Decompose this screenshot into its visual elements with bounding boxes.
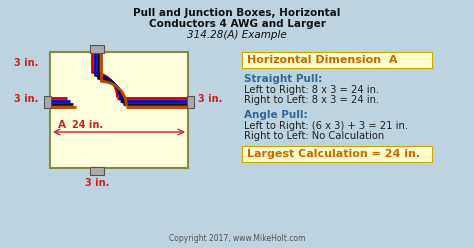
Text: Straight Pull:: Straight Pull: [244, 74, 322, 84]
Bar [44, 96, 51, 108]
Bar [90, 167, 104, 175]
Text: Left to Right: (6 x 3) + 3 = 21 in.: Left to Right: (6 x 3) + 3 = 21 in. [244, 121, 408, 131]
Text: Largest Calculation = 24 in.: Largest Calculation = 24 in. [247, 149, 420, 159]
Text: Left to Right: 8 x 3 = 24 in.: Left to Right: 8 x 3 = 24 in. [244, 85, 379, 95]
Text: 3 in.: 3 in. [14, 58, 38, 68]
Text: 24 in.: 24 in. [72, 120, 103, 130]
Text: 3 in.: 3 in. [85, 178, 109, 188]
Text: Copyright 2017, www.MikeHolt.com: Copyright 2017, www.MikeHolt.com [169, 234, 305, 243]
Text: 314.28(A) Example: 314.28(A) Example [187, 30, 287, 40]
Text: Right to Left: No Calculation: Right to Left: No Calculation [244, 131, 384, 141]
Text: Conductors 4 AWG and Larger: Conductors 4 AWG and Larger [148, 19, 326, 29]
Text: 3 in.: 3 in. [198, 94, 222, 104]
Text: Angle Pull:: Angle Pull: [244, 110, 308, 120]
Bar [50, 52, 188, 168]
Text: Horizontal Dimension  A: Horizontal Dimension A [247, 55, 398, 65]
Text: Right to Left: 8 x 3 = 24 in.: Right to Left: 8 x 3 = 24 in. [244, 95, 379, 105]
Text: Pull and Junction Boxes, Horizontal: Pull and Junction Boxes, Horizontal [133, 8, 341, 18]
Text: A: A [58, 120, 66, 130]
Bar [187, 96, 194, 108]
Bar [242, 146, 432, 162]
Bar [242, 52, 432, 68]
Bar [90, 45, 104, 53]
Text: 3 in.: 3 in. [14, 94, 38, 104]
